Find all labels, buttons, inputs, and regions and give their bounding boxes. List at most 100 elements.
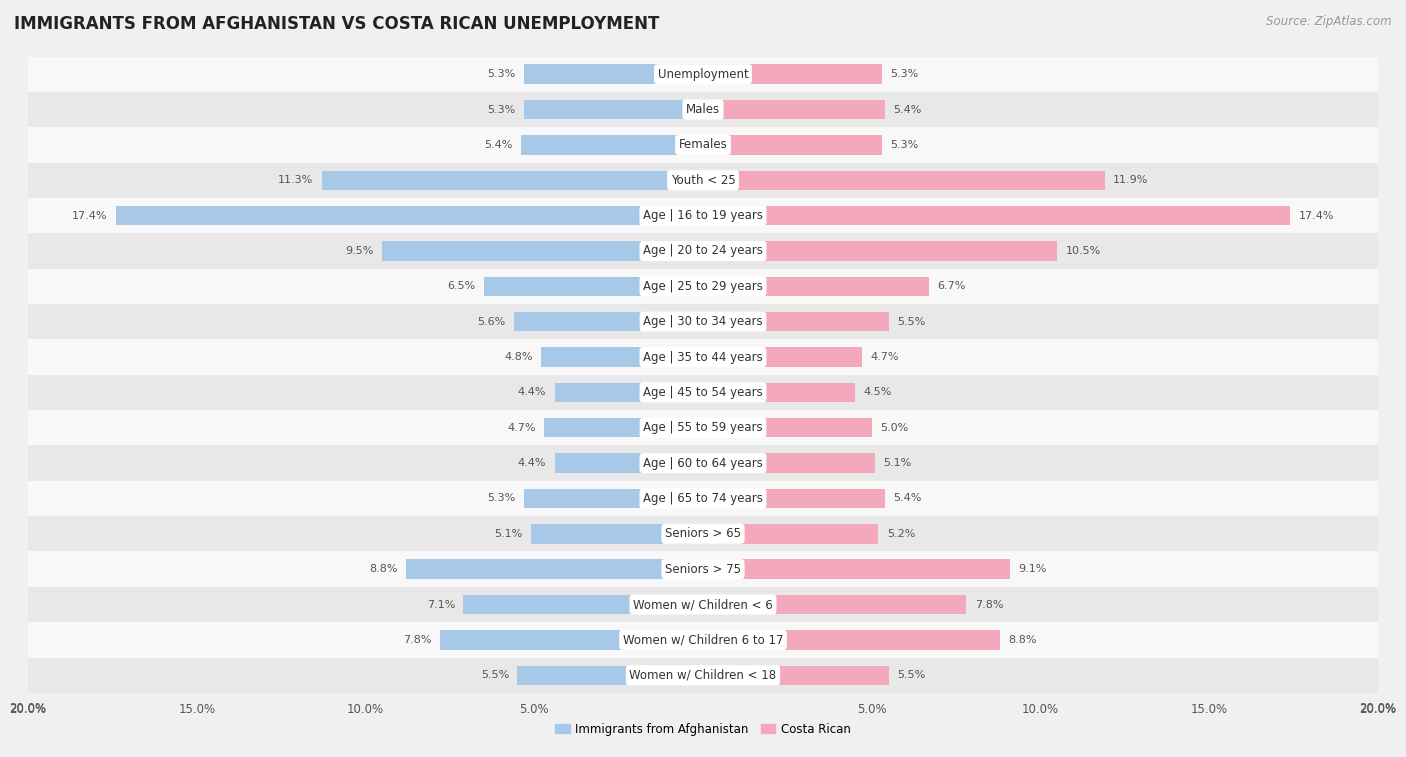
Text: 20.0%: 20.0% (1360, 702, 1396, 715)
Text: Youth < 25: Youth < 25 (671, 174, 735, 187)
Legend: Immigrants from Afghanistan, Costa Rican: Immigrants from Afghanistan, Costa Rican (555, 723, 851, 736)
Text: 6.7%: 6.7% (938, 282, 966, 291)
Text: 5.2%: 5.2% (887, 529, 915, 539)
Text: 4.7%: 4.7% (870, 352, 898, 362)
Bar (703, 100, 886, 120)
Text: 5.4%: 5.4% (894, 104, 922, 114)
Text: 5.5%: 5.5% (897, 670, 925, 681)
Text: Women w/ Children < 6: Women w/ Children < 6 (633, 598, 773, 611)
Bar (28, 445, 1378, 481)
Bar (524, 489, 703, 508)
Text: Age | 65 to 74 years: Age | 65 to 74 years (643, 492, 763, 505)
Text: 4.4%: 4.4% (517, 458, 546, 468)
Text: 7.8%: 7.8% (404, 635, 432, 645)
Bar (28, 375, 1378, 410)
Bar (703, 276, 929, 296)
Bar (703, 559, 1010, 579)
Text: 5.4%: 5.4% (894, 494, 922, 503)
Text: 20.0%: 20.0% (10, 702, 46, 715)
Text: Seniors > 75: Seniors > 75 (665, 562, 741, 575)
Text: Age | 45 to 54 years: Age | 45 to 54 years (643, 386, 763, 399)
Bar (703, 64, 882, 84)
Text: 8.8%: 8.8% (1008, 635, 1036, 645)
Text: Age | 60 to 64 years: Age | 60 to 64 years (643, 456, 763, 469)
Bar (28, 92, 1378, 127)
Text: Unemployment: Unemployment (658, 67, 748, 81)
Text: IMMIGRANTS FROM AFGHANISTAN VS COSTA RICAN UNEMPLOYMENT: IMMIGRANTS FROM AFGHANISTAN VS COSTA RIC… (14, 15, 659, 33)
Bar (28, 410, 1378, 445)
Text: Age | 16 to 19 years: Age | 16 to 19 years (643, 209, 763, 222)
Bar (406, 559, 703, 579)
Bar (28, 622, 1378, 658)
Bar (28, 481, 1378, 516)
Text: 7.1%: 7.1% (426, 600, 456, 609)
Bar (703, 595, 966, 614)
Bar (115, 206, 703, 226)
Bar (703, 206, 1291, 226)
Bar (703, 418, 872, 438)
Text: 5.0%: 5.0% (880, 422, 908, 433)
Bar (554, 453, 703, 473)
Text: Age | 35 to 44 years: Age | 35 to 44 years (643, 350, 763, 363)
Bar (464, 595, 703, 614)
Text: 5.3%: 5.3% (488, 104, 516, 114)
Bar (382, 241, 703, 260)
Bar (440, 630, 703, 650)
Text: 5.3%: 5.3% (488, 494, 516, 503)
Bar (28, 587, 1378, 622)
Text: 17.4%: 17.4% (72, 210, 107, 220)
Text: 5.3%: 5.3% (890, 140, 918, 150)
Bar (28, 127, 1378, 163)
Bar (703, 453, 875, 473)
Bar (531, 524, 703, 544)
Text: Age | 30 to 34 years: Age | 30 to 34 years (643, 315, 763, 329)
Text: 6.5%: 6.5% (447, 282, 475, 291)
Bar (28, 516, 1378, 552)
Bar (541, 347, 703, 366)
Text: 9.5%: 9.5% (346, 246, 374, 256)
Bar (544, 418, 703, 438)
Bar (703, 241, 1057, 260)
Bar (28, 304, 1378, 339)
Bar (28, 163, 1378, 198)
Text: 8.8%: 8.8% (370, 564, 398, 574)
Text: 11.9%: 11.9% (1114, 176, 1149, 185)
Text: Women w/ Children 6 to 17: Women w/ Children 6 to 17 (623, 634, 783, 646)
Text: 4.8%: 4.8% (505, 352, 533, 362)
Bar (28, 233, 1378, 269)
Text: Age | 25 to 29 years: Age | 25 to 29 years (643, 280, 763, 293)
Bar (517, 665, 703, 685)
Bar (28, 552, 1378, 587)
Bar (28, 658, 1378, 693)
Bar (703, 136, 882, 154)
Text: 5.1%: 5.1% (495, 529, 523, 539)
Bar (554, 383, 703, 402)
Text: 7.8%: 7.8% (974, 600, 1002, 609)
Text: 10.5%: 10.5% (1066, 246, 1101, 256)
Bar (703, 312, 889, 332)
Bar (703, 665, 889, 685)
Bar (28, 339, 1378, 375)
Text: Males: Males (686, 103, 720, 116)
Text: 5.5%: 5.5% (481, 670, 509, 681)
Text: Age | 55 to 59 years: Age | 55 to 59 years (643, 421, 763, 435)
Text: 5.4%: 5.4% (484, 140, 512, 150)
Bar (703, 630, 1000, 650)
Text: 5.3%: 5.3% (890, 69, 918, 79)
Bar (524, 64, 703, 84)
Bar (484, 276, 703, 296)
Text: 11.3%: 11.3% (278, 176, 314, 185)
Bar (28, 57, 1378, 92)
Text: 5.1%: 5.1% (883, 458, 911, 468)
Bar (28, 269, 1378, 304)
Bar (703, 489, 886, 508)
Bar (703, 347, 862, 366)
Text: 4.7%: 4.7% (508, 422, 536, 433)
Bar (28, 198, 1378, 233)
Text: 5.3%: 5.3% (488, 69, 516, 79)
Bar (515, 312, 703, 332)
Bar (703, 383, 855, 402)
Text: 4.5%: 4.5% (863, 388, 891, 397)
Bar (520, 136, 703, 154)
Text: 17.4%: 17.4% (1299, 210, 1334, 220)
